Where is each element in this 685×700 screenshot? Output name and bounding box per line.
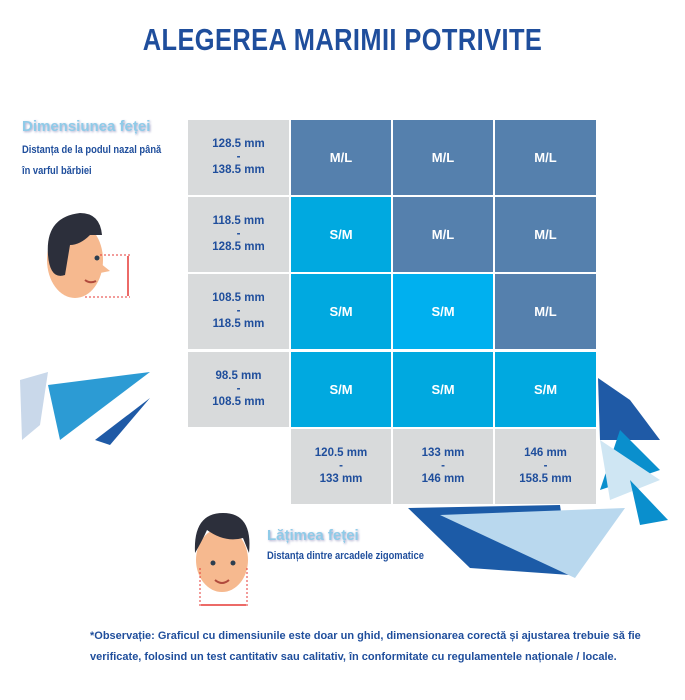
cell-text: - [236,383,241,395]
size-cell: S/M [393,352,493,427]
column-header-face-width: 146 mm -158.5 mm [495,429,596,504]
cell-text: S/M [329,382,353,397]
cell-text: S/M [533,382,558,397]
cell-text: S/M [329,304,353,319]
cell-text: 128.5 mm [212,138,265,150]
observation-note: *Observație: Graficul cu dimensiunile es… [90,630,641,663]
cell-text: M/L [534,150,557,165]
cell-text: M/L [534,304,557,319]
cell-text: 108.5 mm [212,292,265,304]
size-cell: M/L [495,274,596,349]
row-header-face-height: 128.5 mm -138.5 mm [188,120,289,195]
cell-text: - [236,228,241,240]
cell-text: 133 mm [421,447,465,459]
cell-text: - [339,460,343,472]
cell-text: 146 mm [421,473,465,485]
face-height-description: Distanța de la podul nazal până în varfu… [22,140,161,182]
row-header-face-height: 108.5 mm -118.5 mm [188,274,289,349]
size-cell: S/M [291,197,391,272]
cell-text: S/M [329,227,353,242]
cell-text: M/L [431,227,455,242]
cell-text: - [543,460,548,472]
size-cell: M/L [495,197,596,272]
description-line: Distanța de la podul nazal până [22,144,162,156]
cell-text: M/L [534,227,557,242]
column-header-face-width: 133 mm -146 mm [393,429,493,504]
cell-text: 118.5 mm [212,318,265,330]
cell-text: 146 mm [524,447,567,459]
cell-text: 108.5 mm [212,396,265,408]
cell-text: S/M [431,382,455,397]
cell-text: 158.5 mm [519,473,572,485]
cell-text: 133 mm [319,473,363,485]
size-cell: S/M [291,352,391,427]
cell-text: 128.5 mm [212,241,265,253]
cell-text: M/L [431,150,455,165]
face-height-heading: Dimensiunea feței [22,118,151,135]
face-profile-icon [47,213,130,298]
cell-text: 118.5 mm [212,215,265,227]
page-title: ALEGEREA MARIMII POTRIVITE [142,22,543,57]
size-cell: M/L [393,120,493,195]
description-line: în varful bărbiei [22,165,92,177]
size-cell: S/M [291,274,391,349]
column-header-face-width: 120.5 mm -133 mm [291,429,391,504]
cell-text: 138.5 mm [212,164,265,176]
cell-text: 120.5 mm [314,447,368,459]
cell-text: - [236,151,241,163]
cell-text: - [236,305,241,317]
size-cell: M/L [393,197,493,272]
size-cell: M/L [495,120,596,195]
cell-text: S/M [431,304,455,319]
size-cell: S/M [495,352,596,427]
row-header-face-height: 118.5 mm -128.5 mm [188,197,289,272]
face-width-heading: Lățimea feței [267,527,359,544]
size-cell: M/L [291,120,391,195]
face-front-icon [194,513,250,608]
cell-text: M/L [329,150,353,165]
size-cell: S/M [393,274,493,349]
row-header-face-height: 98.5 mm -108.5 mm [188,352,289,427]
cell-text: - [441,460,445,472]
face-width-description: Distanța dintre arcadele zigomatice [267,550,424,562]
cell-text: 98.5 mm [215,370,262,382]
